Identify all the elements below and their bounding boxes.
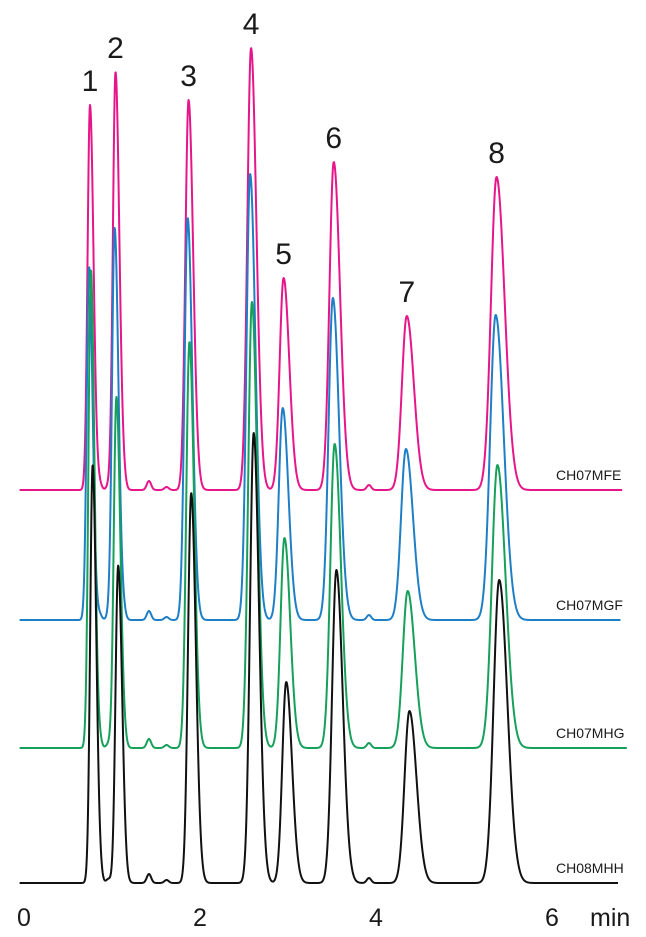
x-tick-label: 4 (369, 904, 383, 932)
trace-label-ch07mgf: CH07MGF (556, 597, 623, 613)
peak-label-3: 3 (180, 60, 197, 93)
trace-label-ch07mhg: CH07MHG (556, 725, 624, 741)
trace-label-ch08mhh: CH08MHH (556, 860, 624, 876)
x-tick-label: 6 (545, 904, 559, 932)
peak-label-2: 2 (107, 32, 124, 65)
trace-labels: CH07MFE CH07MGF CH07MHG CH08MHH (556, 467, 624, 876)
peak-label-5: 5 (275, 238, 292, 271)
x-tick-label: 2 (193, 904, 207, 932)
x-axis: min 0 2 4 6 (17, 904, 630, 932)
trace-ch08mhh (18, 432, 619, 884)
peak-label-1: 1 (82, 65, 99, 98)
chromatogram-traces (18, 47, 628, 884)
peak-label-6: 6 (325, 122, 342, 155)
peak-label-4: 4 (243, 8, 260, 41)
peak-labels: 12 3 4 5 6 7 8 (82, 8, 505, 309)
trace-ch07mhg (18, 269, 628, 749)
peak-label-7: 7 (398, 276, 415, 309)
trace-ch07mfe (18, 47, 623, 491)
peak-label-8: 8 (488, 137, 505, 170)
trace-ch07mgf (18, 173, 622, 621)
x-tick-label: 0 (17, 904, 31, 932)
trace-label-ch07mfe: CH07MFE (556, 467, 621, 483)
x-axis-unit-label: min (590, 904, 630, 932)
